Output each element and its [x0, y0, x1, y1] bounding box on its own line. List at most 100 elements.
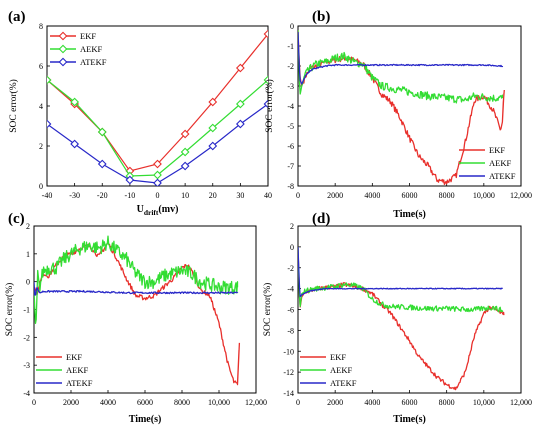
y-tick-label: -2	[287, 264, 294, 273]
y-tick-label: 0	[290, 243, 294, 252]
y-tick-label: 2	[39, 142, 43, 151]
y-tick-label: -4	[287, 285, 294, 294]
data-point-aekf	[97, 127, 107, 137]
x-tick-label: -10	[125, 191, 136, 200]
plot-frame	[297, 225, 522, 394]
x-axis-label: Udrift(mv)	[137, 204, 179, 217]
data-point-ekf	[263, 29, 268, 39]
legend-label-aekf: AEKF	[330, 365, 352, 375]
legend-marker	[58, 44, 68, 54]
x-tick-label: 6000	[402, 398, 418, 407]
panel-c: (c) 0 2000 4000 6000 8000 10,000 12,000 -4 -3 -2 -1…	[4, 211, 267, 425]
plot-area	[47, 29, 268, 186]
data-point-atekf	[208, 141, 218, 151]
x-tick-label: 10,000	[473, 398, 495, 407]
legend-label-aekf: AEKF	[489, 158, 511, 168]
data-point-ekf	[208, 97, 218, 107]
series-line-ekf	[298, 246, 505, 391]
y-axis-label: SOC error(%)	[262, 283, 273, 337]
y-tick-label: -7	[287, 162, 294, 171]
legend: EKF AEKF ATEKF	[36, 352, 93, 388]
legend-label-aekf: AEKF	[80, 44, 102, 54]
series-line-atekf	[298, 31, 504, 85]
x-tick-label: 6000	[402, 191, 418, 200]
x-tick-label: 12,000	[510, 191, 532, 200]
y-tick-label: 0	[39, 182, 43, 191]
y-tick-label: -8	[287, 182, 294, 191]
y-axis-label: SOC error(%)	[4, 283, 15, 337]
series-line-atekf	[34, 281, 239, 296]
data-point-aekf	[47, 75, 52, 85]
legend: EKF AEKF ATEKF	[459, 145, 516, 181]
x-axis-label-subscript: drift	[144, 208, 159, 217]
x-axis-label-main: U	[137, 204, 144, 215]
panel-label: (c)	[8, 211, 25, 227]
y-tick-label: -2	[23, 333, 30, 342]
x-tick-label: 4000	[100, 398, 116, 407]
x-tick-label: 10,000	[208, 398, 230, 407]
data-point-atekf	[70, 139, 80, 149]
data-point-aekf	[70, 97, 80, 107]
data-point-atekf	[180, 161, 190, 171]
plot-frame	[46, 25, 269, 187]
y-tick-label: 1	[26, 250, 30, 259]
y-tick-label: 4	[39, 102, 43, 111]
plot-area	[298, 246, 505, 391]
y-tick-label: 6	[39, 62, 43, 71]
plot-area	[34, 235, 241, 386]
y-tick-label: -8	[287, 326, 294, 335]
legend-label-atekf: ATEKF	[489, 171, 516, 181]
data-point-atekf	[97, 159, 107, 169]
y-tick-label: -4	[287, 102, 294, 111]
x-tick-label: 30	[236, 191, 244, 200]
data-point-aekf	[235, 99, 245, 109]
y-axis-label: SOC error(%)	[264, 79, 275, 133]
x-tick-label: 2000	[327, 398, 343, 407]
series-line-aekf	[298, 246, 504, 313]
x-tick-label: 2000	[63, 398, 79, 407]
panel-a: (a) -40 -30 -20 -10 0 10 20 30 40 0 2 4 6 8 SOC error(%…	[8, 9, 272, 217]
x-tick-label: -30	[69, 191, 80, 200]
x-tick-label: 8000	[439, 191, 455, 200]
legend-label-ekf: EKF	[80, 31, 96, 41]
x-axis-label: Time(s)	[393, 414, 426, 425]
x-tick-label: 10	[181, 191, 189, 200]
data-point-atekf	[235, 119, 245, 129]
data-point-atekf	[47, 119, 52, 129]
data-point-atekf	[263, 99, 268, 109]
x-tick-label: -40	[42, 191, 53, 200]
y-tick-label: -5	[287, 122, 294, 131]
x-tick-label: 12,000	[245, 398, 267, 407]
y-tick-label: -1	[23, 306, 30, 315]
plot-area	[298, 29, 505, 186]
x-axis-label: Time(s)	[129, 414, 162, 425]
panel-label: (b)	[312, 9, 330, 25]
y-tick-label: -1	[287, 42, 294, 51]
data-point-ekf	[153, 159, 162, 169]
legend-label-atekf: ATEKF	[66, 378, 93, 388]
y-tick-label: -6	[287, 142, 294, 151]
legend: EKF AEKF ATEKF	[50, 31, 107, 67]
x-axis-label-unit: (mv)	[158, 204, 178, 215]
x-tick-label: 0	[296, 398, 300, 407]
series-line-atekf	[298, 246, 504, 298]
x-tick-label: 0	[296, 191, 300, 200]
legend: EKF AEKF ATEKF	[300, 352, 357, 388]
y-tick-label: -3	[23, 361, 30, 370]
x-tick-label: 40	[264, 191, 272, 200]
data-point-aekf	[180, 147, 190, 157]
panel-b: (b) 0 2000 4000 6000 8000 10,000 12,000 -8 -7 -6 -5…	[264, 9, 532, 220]
legend-label-atekf: ATEKF	[330, 378, 357, 388]
y-tick-label: -14	[283, 389, 294, 398]
legend-label-ekf: EKF	[330, 352, 346, 362]
data-point-aekf	[208, 123, 218, 133]
series-line-aekf	[34, 235, 239, 325]
y-axis-label: SOC error(%)	[8, 79, 19, 133]
y-tick-label: 0	[26, 278, 30, 287]
x-tick-label: 0	[156, 191, 160, 200]
y-tick-label: 8	[39, 22, 43, 31]
series-line-aekf	[298, 29, 504, 104]
x-tick-label: 8000	[174, 398, 190, 407]
data-point-atekf	[125, 175, 135, 185]
panel-label: (a)	[8, 9, 26, 25]
